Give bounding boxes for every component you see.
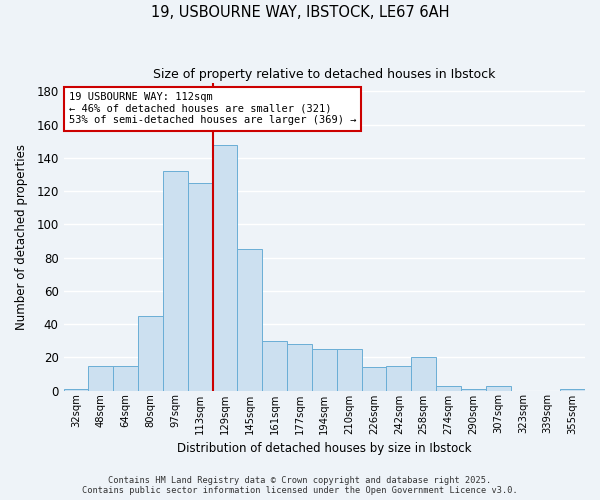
Bar — [461, 389, 485, 390]
Title: Size of property relative to detached houses in Ibstock: Size of property relative to detached ho… — [153, 68, 496, 80]
Bar — [64, 389, 88, 390]
Bar — [212, 144, 238, 390]
Bar — [560, 389, 585, 390]
Bar — [362, 367, 386, 390]
Text: Contains HM Land Registry data © Crown copyright and database right 2025.
Contai: Contains HM Land Registry data © Crown c… — [82, 476, 518, 495]
Text: 19, USBOURNE WAY, IBSTOCK, LE67 6AH: 19, USBOURNE WAY, IBSTOCK, LE67 6AH — [151, 5, 449, 20]
Bar — [113, 366, 138, 390]
Bar — [138, 316, 163, 390]
Bar — [411, 358, 436, 390]
Bar — [238, 249, 262, 390]
Bar — [312, 349, 337, 391]
Bar — [262, 340, 287, 390]
Bar — [337, 349, 362, 391]
Text: 19 USBOURNE WAY: 112sqm
← 46% of detached houses are smaller (321)
53% of semi-d: 19 USBOURNE WAY: 112sqm ← 46% of detache… — [69, 92, 356, 126]
Bar — [88, 366, 113, 390]
Bar — [287, 344, 312, 391]
Y-axis label: Number of detached properties: Number of detached properties — [15, 144, 28, 330]
Bar — [485, 386, 511, 390]
Bar — [436, 386, 461, 390]
Bar — [386, 366, 411, 390]
X-axis label: Distribution of detached houses by size in Ibstock: Distribution of detached houses by size … — [177, 442, 472, 455]
Bar — [163, 171, 188, 390]
Bar — [188, 183, 212, 390]
